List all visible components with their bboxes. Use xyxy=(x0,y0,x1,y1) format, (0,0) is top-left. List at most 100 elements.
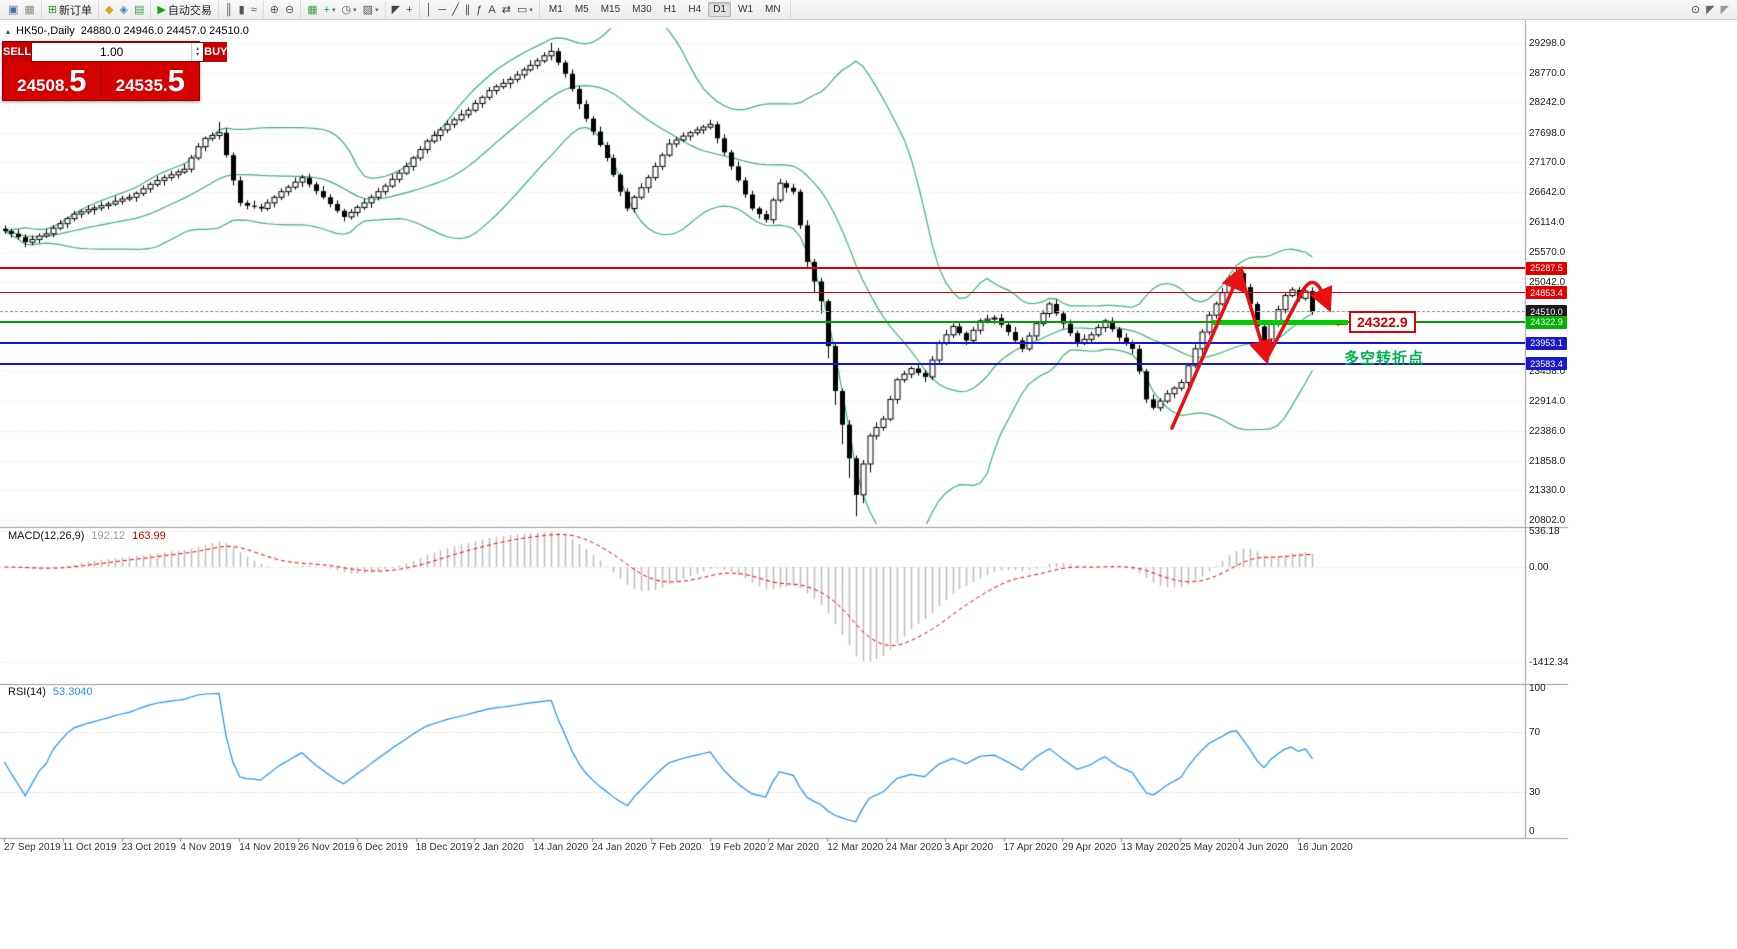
callout-arrow-icon: ← xyxy=(1334,314,1347,330)
templates-icon-caret[interactable]: ▾ xyxy=(375,6,379,14)
auto-trading-button[interactable]: ▶ 自动交易 xyxy=(154,2,214,18)
volume-spinner: ▴ ▾ xyxy=(191,43,203,61)
zoom-in-icon[interactable]: ⊕ xyxy=(267,2,282,18)
new-order-button[interactable]: ⊞ 新订单 xyxy=(45,2,95,18)
search-icon[interactable]: ⊙ xyxy=(1688,2,1703,18)
timeframe-m5-button[interactable]: M5 xyxy=(574,4,589,15)
new-order-button-label: 新订单 xyxy=(59,4,93,17)
date-axis-label: 11 Oct 2019 xyxy=(62,842,117,853)
rsi-title: RSI(14) xyxy=(8,686,46,698)
indicators-icon[interactable]: + ▾ xyxy=(321,2,339,18)
cursor-icon[interactable]: ◤ xyxy=(389,2,403,18)
price-level-tag: 25287.5 xyxy=(1526,261,1567,275)
chart-title: ▴ HK50-,Daily 24880.0 24946.0 24457.0 24… xyxy=(6,25,249,37)
price-axis-label: 26114.0 xyxy=(1529,216,1565,228)
timeframe-m15-button[interactable]: M15 xyxy=(600,4,621,15)
rsi-axis-label: 0 xyxy=(1529,826,1535,837)
collapse-panel-icon[interactable]: ▴ xyxy=(6,26,11,36)
cursor-pointer-icon[interactable]: ◤ xyxy=(1703,2,1717,18)
indicators-icon-caret[interactable]: ▾ xyxy=(332,6,336,14)
price-level-tag: 24853.4 xyxy=(1526,286,1567,300)
fibonacci-icon[interactable]: ƒ xyxy=(473,2,485,18)
templates-icon[interactable]: ▨ ▾ xyxy=(360,2,382,18)
chart-window: ▴ HK50-,Daily 24880.0 24946.0 24457.0 24… xyxy=(0,20,1737,949)
timeframe-mn-button[interactable]: MN xyxy=(765,4,781,15)
macd-indicator-label: MACD(12,26,9) 192.12 163.99 xyxy=(8,530,166,542)
search-icon-glyph: ⊙ xyxy=(1690,3,1701,16)
crosshair-icon[interactable]: + xyxy=(403,2,415,18)
date-axis-label: 19 Feb 2020 xyxy=(709,842,766,853)
shapes-icon-caret[interactable]: ▾ xyxy=(529,6,533,14)
date-axis[interactable]: 27 Sep 2019 11 Oct 2019 23 Oct 2019 4 Nov 2… xyxy=(0,840,1525,858)
channel-icon[interactable]: ∥ xyxy=(462,2,474,18)
zoom-out-icon[interactable]: ⊖ xyxy=(282,2,297,18)
macd-title: MACD(12,26,9) xyxy=(8,530,85,542)
timeframe-h4-button[interactable]: H4 xyxy=(688,4,702,15)
sell-button[interactable]: SELL xyxy=(3,42,32,62)
line-chart-icon[interactable]: ≈ xyxy=(248,2,260,18)
buy-button[interactable]: BUY xyxy=(204,42,228,62)
new-chart-icon[interactable]: ▣ xyxy=(5,2,21,18)
timeframe-h1-button[interactable]: H1 xyxy=(663,4,677,15)
toolbar-group: ◤ + xyxy=(386,0,420,19)
candlestick-chart-icon-glyph: ▮ xyxy=(238,3,245,16)
price-axis-label: 27698.0 xyxy=(1529,127,1566,139)
market-watch-icon[interactable]: ◆ xyxy=(102,2,116,18)
rsi-axis-label: 70 xyxy=(1529,727,1541,739)
text-icon-glyph: A xyxy=(488,3,496,16)
toolbar-group: ◆ ◈ ▤ xyxy=(99,0,152,19)
price-axis[interactable]: 29298.0 28770.0 28242.0 27698.0 27170.0 26642… xyxy=(1525,20,1568,858)
tile-windows-icon[interactable]: ▦ xyxy=(304,2,320,18)
timeframe-w1-button[interactable]: W1 xyxy=(738,4,754,15)
pivot-annotation-text[interactable]: 多空转折点 xyxy=(1344,350,1425,367)
pivot-price-callout[interactable]: ← 24322.9 xyxy=(1334,311,1416,333)
volume-down-icon[interactable]: ▾ xyxy=(196,52,200,58)
buy-price[interactable]: 24535. 5 xyxy=(115,63,185,98)
terminal-icon[interactable]: ▤ xyxy=(131,2,147,18)
price-level-tag: 23953.1 xyxy=(1526,336,1567,350)
timeframe-d1-button[interactable]: D1 xyxy=(708,2,732,17)
text-icon[interactable]: A xyxy=(485,2,498,18)
volume-input[interactable] xyxy=(32,43,192,61)
one-click-trading-panel: SELL ▴ ▾ BUY 24508. 5 24535. xyxy=(2,41,228,101)
data-window-icon[interactable]: ◈ xyxy=(117,2,131,18)
chart-profiles-icon[interactable]: ▦ xyxy=(21,2,37,18)
cursor-select-icon[interactable]: ◤ xyxy=(1718,2,1732,18)
price-level-tag: 24510.0 xyxy=(1526,305,1567,319)
fibonacci-icon-glyph: ƒ xyxy=(476,3,483,16)
bar-chart-icon[interactable]: ║ xyxy=(222,2,236,18)
periods-icon[interactable]: ◷ ▾ xyxy=(339,2,360,18)
shapes-icon[interactable]: ▭ ▾ xyxy=(514,2,536,18)
date-axis-label: 4 Jun 2020 xyxy=(1238,842,1289,853)
date-axis-label: 25 May 2020 xyxy=(1180,842,1238,853)
cursor-pointer-icon-glyph: ◤ xyxy=(1706,3,1715,16)
auto-trading-button-label: 自动交易 xyxy=(167,4,212,17)
date-axis-label: 2 Jan 2020 xyxy=(474,842,524,853)
rsi-axis-label: 100 xyxy=(1529,683,1546,694)
templates-icon-glyph: ▨ xyxy=(362,3,374,16)
trendline-icon[interactable]: ╱ xyxy=(449,2,462,18)
channel-icon-glyph: ∥ xyxy=(464,3,471,16)
price-divider xyxy=(100,66,102,96)
date-axis-label: 14 Nov 2019 xyxy=(239,842,296,853)
timeframe-m1-button[interactable]: M1 xyxy=(548,4,563,15)
crosshair-icon-glyph: + xyxy=(406,3,413,16)
macd-signal-value: 163.99 xyxy=(132,530,166,542)
sell-price[interactable]: 24508. 5 xyxy=(17,63,87,98)
new-chart-icon-glyph: ▣ xyxy=(8,3,19,16)
periods-icon-caret[interactable]: ▾ xyxy=(353,6,357,14)
volume-up-icon[interactable]: ▴ xyxy=(196,46,200,52)
timeframe-toolbar: M1 M5 M15 M30 H1 H4 D1 W1 MN xyxy=(540,0,791,19)
price-chart-canvas[interactable] xyxy=(0,20,1737,949)
date-axis-label: 13 May 2020 xyxy=(1121,842,1180,853)
macd-axis-label: 536.18 xyxy=(1529,526,1560,537)
candlestick-chart-icon[interactable]: ▮ xyxy=(236,2,248,18)
vertical-line-icon[interactable]: │ xyxy=(423,2,436,18)
auto-trading-button-icon: ▶ xyxy=(157,3,166,16)
arrows-icon[interactable]: ⇄ xyxy=(499,2,514,18)
price-axis-label: 20802.0 xyxy=(1529,515,1566,526)
timeframe-m30-button[interactable]: M30 xyxy=(632,4,652,15)
line-chart-icon-glyph: ≈ xyxy=(250,3,257,16)
horizontal-line-icon[interactable]: ─ xyxy=(435,2,449,18)
